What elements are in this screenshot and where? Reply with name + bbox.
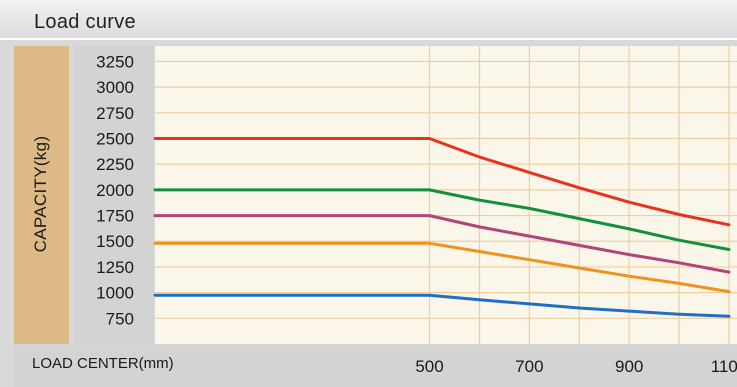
x-tick-label: 1100: [711, 357, 737, 376]
header-bar: Load curve: [0, 0, 737, 40]
y-tick-label: 1500: [96, 232, 134, 251]
series-line-3: [153, 214, 731, 274]
y-tick-label: 2250: [96, 155, 134, 174]
y-axis-label-panel: CAPACITY(kg): [14, 46, 69, 344]
y-tick-label: 1250: [96, 258, 134, 277]
y-tick-label: 750: [106, 309, 134, 328]
y-tick-panel: [74, 46, 154, 344]
x-axis-bar: [14, 345, 737, 387]
y-tick-label: 3250: [96, 52, 134, 71]
series-line-2: [153, 188, 731, 251]
y-tick-label: 2750: [96, 104, 134, 123]
y-tick-label: 1750: [96, 207, 134, 226]
chart-title: Load curve: [34, 11, 136, 33]
x-tick-label: 700: [515, 357, 543, 376]
series-line-5: [153, 293, 731, 318]
x-axis-label: LOAD CENTER(mm): [32, 355, 174, 372]
x-tick-label: 500: [415, 357, 443, 376]
y-tick-label: 2500: [96, 129, 134, 148]
series-line-4: [153, 241, 731, 294]
y-tick-label: 3000: [96, 78, 134, 97]
y-tick-label: 1000: [96, 284, 134, 303]
x-tick-label: 900: [615, 357, 643, 376]
series-line-1: [153, 137, 731, 227]
y-tick-label: 2000: [96, 181, 134, 200]
